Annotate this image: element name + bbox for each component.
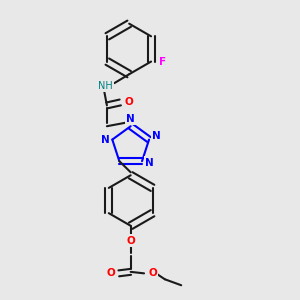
Text: N: N	[152, 131, 161, 141]
Text: NH: NH	[98, 81, 113, 91]
Text: O: O	[148, 268, 157, 278]
Text: N: N	[145, 158, 154, 168]
Text: O: O	[106, 268, 115, 278]
Text: F: F	[159, 57, 167, 67]
Text: N: N	[100, 135, 109, 145]
Text: N: N	[126, 114, 135, 124]
Text: O: O	[124, 98, 133, 107]
Text: O: O	[126, 236, 135, 246]
